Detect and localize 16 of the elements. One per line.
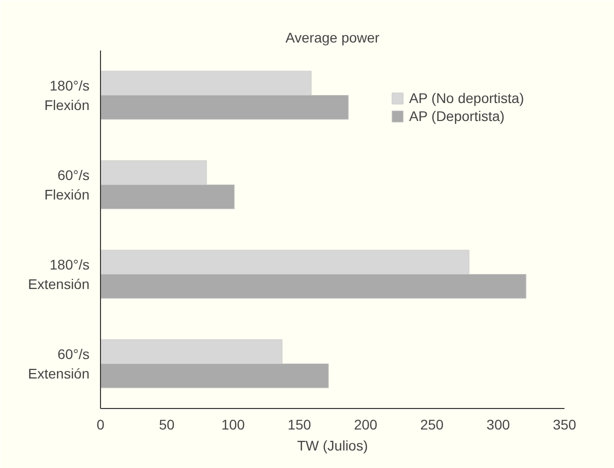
x-tick-label: 250 [420,416,444,432]
y-tick-label: 180°/s Flexión [44,78,90,113]
x-tick-label: 100 [221,416,245,432]
y-tick-label: 60°/s Flexión [44,167,90,202]
chart-title: Average power [286,30,380,46]
x-tick-label: 200 [354,416,378,432]
legend-label: AP (No deportista) [409,90,524,106]
x-tick-label: 350 [552,416,576,432]
legend-label: AP (Deportista) [409,108,505,124]
x-tick-label: 50 [159,416,175,432]
y-tick-label: 180°/s Extensión [28,256,90,292]
y-tick-label: 60°/s Extensión [28,346,90,382]
x-tick-label: 150 [288,416,312,432]
x-axis-title: TW (Julios) [297,438,368,454]
x-tick-label: 0 [96,416,105,432]
x-tick-label: 300 [486,416,510,432]
